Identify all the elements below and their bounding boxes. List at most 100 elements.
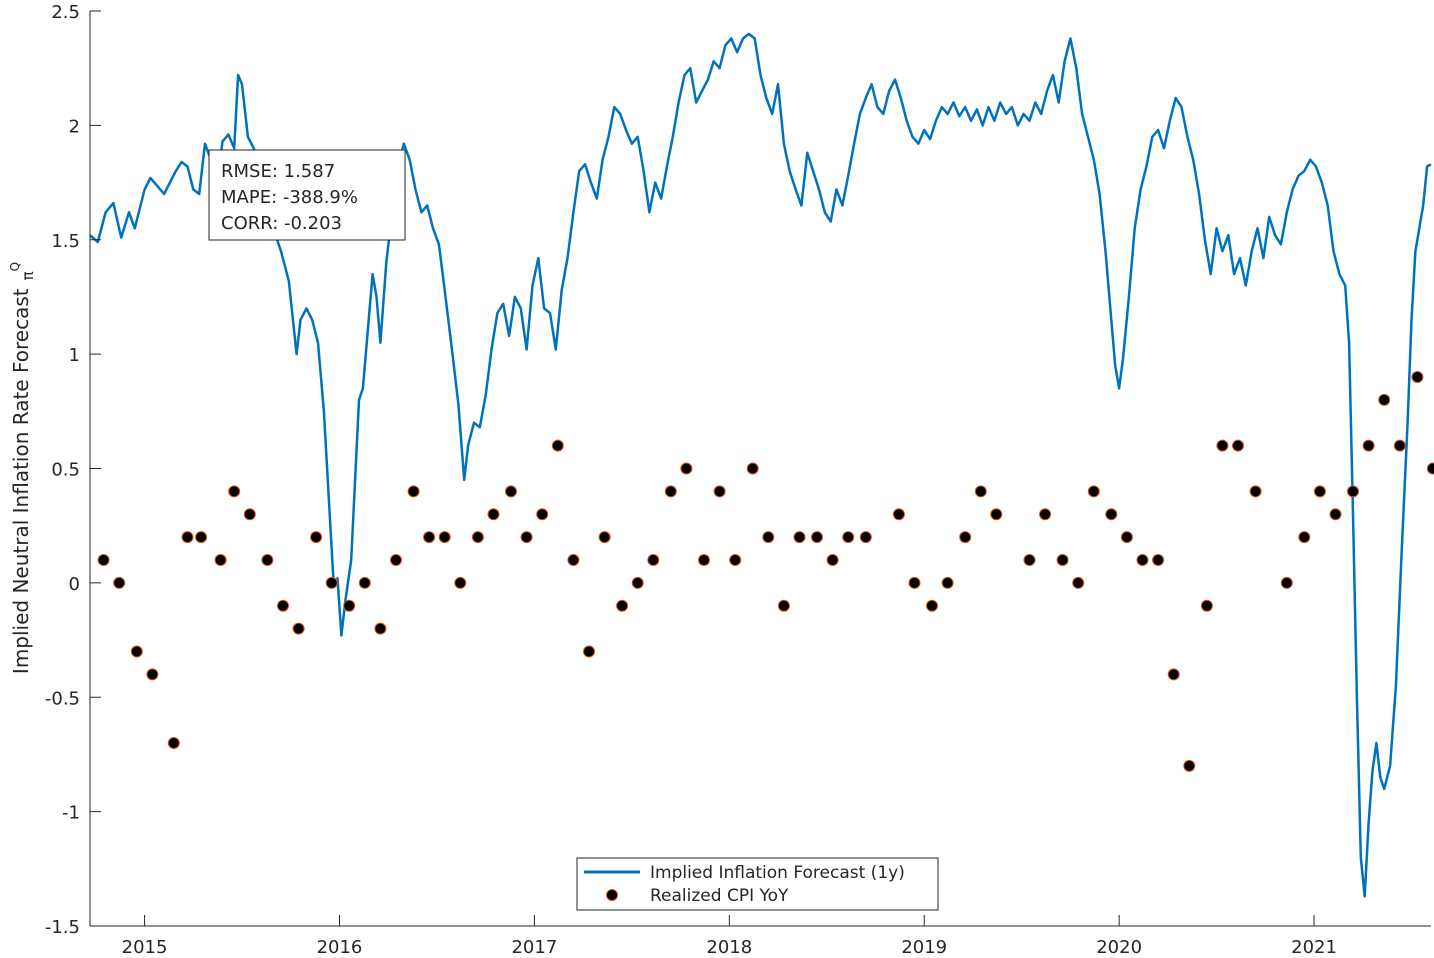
x-tick-label: 2016 (317, 937, 363, 958)
cpi-point (520, 531, 533, 544)
cpi-point (310, 531, 323, 544)
cpi-point (1347, 485, 1359, 498)
cpi-point (423, 531, 436, 544)
cpi-point (471, 531, 484, 544)
cpi-point (551, 439, 564, 452)
cpi-point (277, 599, 289, 612)
cpi-point (1200, 599, 1213, 612)
cpi-point (358, 576, 371, 589)
cpi-point (664, 485, 677, 498)
cpi-point (746, 462, 759, 475)
cpi-point (729, 554, 742, 566)
x-tick-label: 2021 (1291, 937, 1337, 958)
cpi-point (1105, 508, 1118, 521)
legend: Implied Inflation Forecast (1y) Realized… (576, 857, 939, 911)
stats-box-frame (208, 149, 406, 241)
y-tick-label: 1 (69, 345, 80, 366)
cpi-point (1023, 554, 1036, 566)
cpi-point (536, 508, 549, 521)
cpi-point (1393, 439, 1406, 452)
cpi-point (130, 645, 143, 658)
cpi-point (583, 645, 595, 658)
cpi-point (1152, 554, 1165, 566)
stats-rmse: RMSE: 1.587 (221, 161, 335, 182)
cpi-point (762, 531, 775, 544)
x-tick-label: 2017 (511, 937, 557, 958)
cpi-point (1056, 554, 1069, 566)
y-axis-label-symbol: π (19, 271, 37, 280)
cpi-point (892, 508, 905, 521)
cpi-point (1183, 759, 1196, 772)
x-tick-label: 2018 (706, 937, 752, 958)
cpi-point (454, 576, 467, 589)
cpi-point (1298, 531, 1311, 544)
y-axis-label-superscript: Q (8, 262, 22, 271)
cpi-point (97, 554, 110, 566)
cpi-point (826, 554, 839, 566)
cpi-point (195, 531, 208, 544)
cpi-point (811, 531, 823, 544)
cpi-point (374, 622, 387, 635)
cpi-point (146, 668, 159, 681)
cpi-point (214, 554, 227, 566)
cpi-marker-layer (97, 371, 1434, 772)
cpi-point (990, 508, 1003, 521)
cpi-point (926, 599, 938, 612)
cpi-point (1167, 668, 1180, 681)
cpi-point (1426, 462, 1434, 475)
cpi-point (228, 485, 241, 498)
stats-box: RMSE: 1.587 MAPE: -388.9% CORR: -0.203 (208, 149, 406, 241)
y-axis-label: Implied Neutral Inflation Rate Forecast π… (8, 262, 37, 674)
cpi-point (1329, 508, 1342, 521)
cpi-point (1378, 393, 1391, 406)
cpi-point (487, 508, 500, 521)
cpi-point (261, 554, 274, 566)
cpi-point (908, 576, 921, 589)
cpi-point (647, 554, 660, 566)
cpi-point (1280, 576, 1293, 589)
cpi-point (1313, 485, 1326, 498)
cpi-point (1216, 439, 1229, 452)
cpi-point (680, 462, 693, 475)
legend-label-cpi: Realized CPI YoY (650, 886, 789, 906)
cpi-point (438, 531, 451, 544)
y-tick-label: -0.5 (45, 688, 80, 709)
cpi-point (113, 576, 126, 589)
cpi-point (1411, 371, 1424, 383)
cpi-point (631, 576, 644, 589)
cpi-point (1232, 439, 1244, 452)
cpi-point (325, 576, 338, 589)
y-tick-label: 1.5 (51, 231, 80, 252)
x-tick-label: 2015 (122, 937, 168, 958)
cpi-point (1120, 531, 1133, 544)
legend-label-forecast: Implied Inflation Forecast (1y) (650, 863, 905, 883)
stats-corr: CORR: -0.203 (221, 213, 342, 234)
cpi-point (1087, 485, 1100, 498)
cpi-point (343, 599, 356, 612)
cpi-point (616, 599, 629, 612)
cpi-point (407, 485, 420, 498)
cpi-point (243, 508, 256, 521)
cpi-point (859, 531, 872, 544)
cpi-point (1136, 554, 1149, 566)
y-tick-label: 0.5 (51, 460, 80, 481)
cpi-point (941, 576, 954, 589)
cpi-point (390, 554, 402, 566)
legend-marker-swatch (606, 889, 618, 901)
legend-frame (576, 857, 939, 911)
cpi-point (974, 485, 987, 498)
cpi-point (842, 531, 855, 544)
cpi-point (698, 554, 710, 566)
y-tick-label: -1.5 (45, 917, 80, 938)
cpi-point (505, 485, 517, 498)
cpi-point (1072, 576, 1085, 589)
cpi-point (292, 622, 305, 635)
y-tick-label: 2 (69, 116, 80, 137)
x-tick-label: 2020 (1096, 937, 1142, 958)
cpi-point (959, 531, 972, 544)
plot-area (90, 11, 1431, 926)
y-tick-label: 2.5 (51, 2, 80, 23)
y-tick-label: 0 (69, 574, 80, 595)
cpi-point (1249, 485, 1262, 498)
